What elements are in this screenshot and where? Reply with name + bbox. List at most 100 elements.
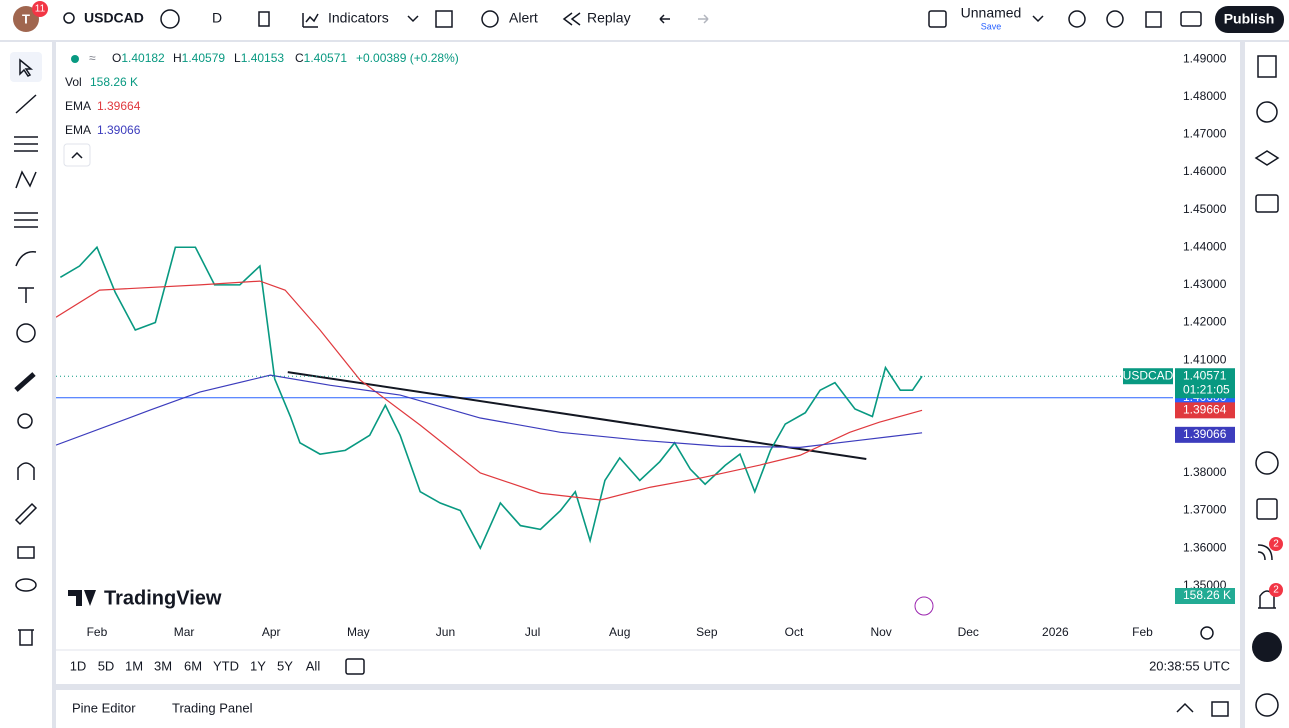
range-button[interactable]: 1M [125,658,143,673]
range-button[interactable]: YTD [213,658,239,673]
panel-tab[interactable]: Pine Editor [72,700,136,715]
target[interactable] [1255,451,1279,475]
ema-value: 1.39664 [97,99,141,113]
magnet-tool[interactable] [17,462,35,480]
watermark-logo [68,590,96,606]
ohlc-item: H1.40579 [173,51,225,65]
symbol-tag-label: USDCAD [1123,368,1174,382]
range-button[interactable]: All [306,658,321,673]
vol-value: 158.26 K [90,75,138,89]
forecast-tool[interactable] [14,212,38,228]
lock-tool[interactable] [17,546,35,559]
publish: Publish [1224,11,1275,27]
x-tick-label: May [347,625,370,639]
collapse-button[interactable] [63,143,91,167]
add-symbol[interactable] [160,9,180,29]
save-label: Save [981,21,1002,31]
x-tick-label: Feb [87,625,108,639]
badge [32,1,48,17]
fib-tool[interactable] [14,136,38,152]
apps[interactable] [1252,632,1282,662]
badge-count: 2 [1273,539,1279,550]
alert[interactable]: Alert [509,10,538,26]
line-tool[interactable] [15,94,37,114]
indicators-icon[interactable] [302,13,319,28]
lock-draw-tool[interactable] [14,502,38,526]
ema-line [56,280,923,501]
delete-tool[interactable] [18,629,34,646]
ohlc-key: H [173,51,182,65]
replay[interactable]: Replay [587,10,631,26]
date-range-icon[interactable] [345,658,365,675]
layers[interactable] [1254,150,1280,166]
hide-tool[interactable] [15,578,37,592]
alert-icon[interactable] [481,10,499,28]
search-icon[interactable] [63,12,75,24]
indicators[interactable]: Indicators [328,10,389,26]
y-tick-label: 1.49000 [1183,51,1227,65]
settings[interactable] [1106,10,1124,28]
ohlc-key: C [295,51,304,65]
badge [1269,583,1283,597]
range-button[interactable]: 1Y [250,658,266,673]
replay-icon[interactable] [562,12,581,26]
x-tick-label: Sep [696,625,718,639]
range-button[interactable]: 3M [154,658,172,673]
watchlist[interactable] [1257,55,1277,78]
maximize-panel[interactable] [1211,701,1229,717]
badge-count: 2 [1273,585,1279,596]
ohlc-key: O [112,51,121,65]
undo[interactable] [659,14,670,24]
ohlc-legend: O1.40182 H1.40579 L1.40153 C1.40571 +0.00389… [112,51,459,65]
text-tool[interactable] [18,287,34,303]
fullscreen[interactable] [1145,11,1162,28]
range-button[interactable]: 6M [184,658,202,673]
help[interactable] [1255,693,1279,717]
x-tick-label: 2026 [1042,625,1069,639]
feed[interactable] [1257,544,1273,561]
range-button[interactable]: 1D [70,658,87,673]
ema-label: EMA [65,99,91,113]
chat[interactable] [1255,194,1279,213]
y-tick-label: 1.44000 [1183,239,1227,253]
emoji-tool[interactable] [16,323,36,343]
price-line [59,245,923,550]
ema-label: EMA [65,123,91,137]
status-dot [71,55,79,63]
publish-button[interactable] [1215,6,1284,33]
dropdown[interactable] [407,15,419,23]
zoom-tool[interactable] [17,413,33,429]
chart-type-icon[interactable] [258,11,270,27]
interval[interactable]: D [212,10,222,26]
axis-settings[interactable] [1200,626,1214,640]
snapshot[interactable] [1180,11,1202,27]
x-tick-label: Feb [1132,625,1153,639]
x-tick-label: Jun [436,625,455,639]
cursor-tool[interactable] [19,58,34,77]
calendar[interactable] [1256,498,1278,520]
templates-icon[interactable] [435,10,453,28]
lightning-icon[interactable] [914,596,934,616]
clock: 20:38:55 UTC [1149,658,1230,673]
range-button[interactable]: 5Y [277,658,293,673]
pattern-tool[interactable] [15,170,37,189]
panel-tab[interactable]: Trading Panel [172,700,253,715]
range-button[interactable]: 5D [98,658,115,673]
expand-panel[interactable] [1176,702,1194,713]
y-tick-label: 1.47000 [1183,127,1227,141]
price-tag [1175,426,1235,443]
quick-search[interactable] [1068,10,1086,28]
y-tick-label: 1.48000 [1183,89,1227,103]
watermark: TradingView [104,587,222,609]
ema-value: 1.39066 [97,123,141,137]
layout-icon[interactable] [928,10,947,28]
layout-name[interactable]: Unnamed [961,5,1022,21]
redo[interactable] [698,14,709,24]
alerts[interactable] [1256,101,1278,123]
dropdown[interactable] [1032,15,1044,23]
brush-tool[interactable] [15,251,37,267]
symbol[interactable]: USDCAD [84,10,144,26]
measure-tool[interactable] [14,372,36,392]
avatar[interactable] [13,6,39,32]
